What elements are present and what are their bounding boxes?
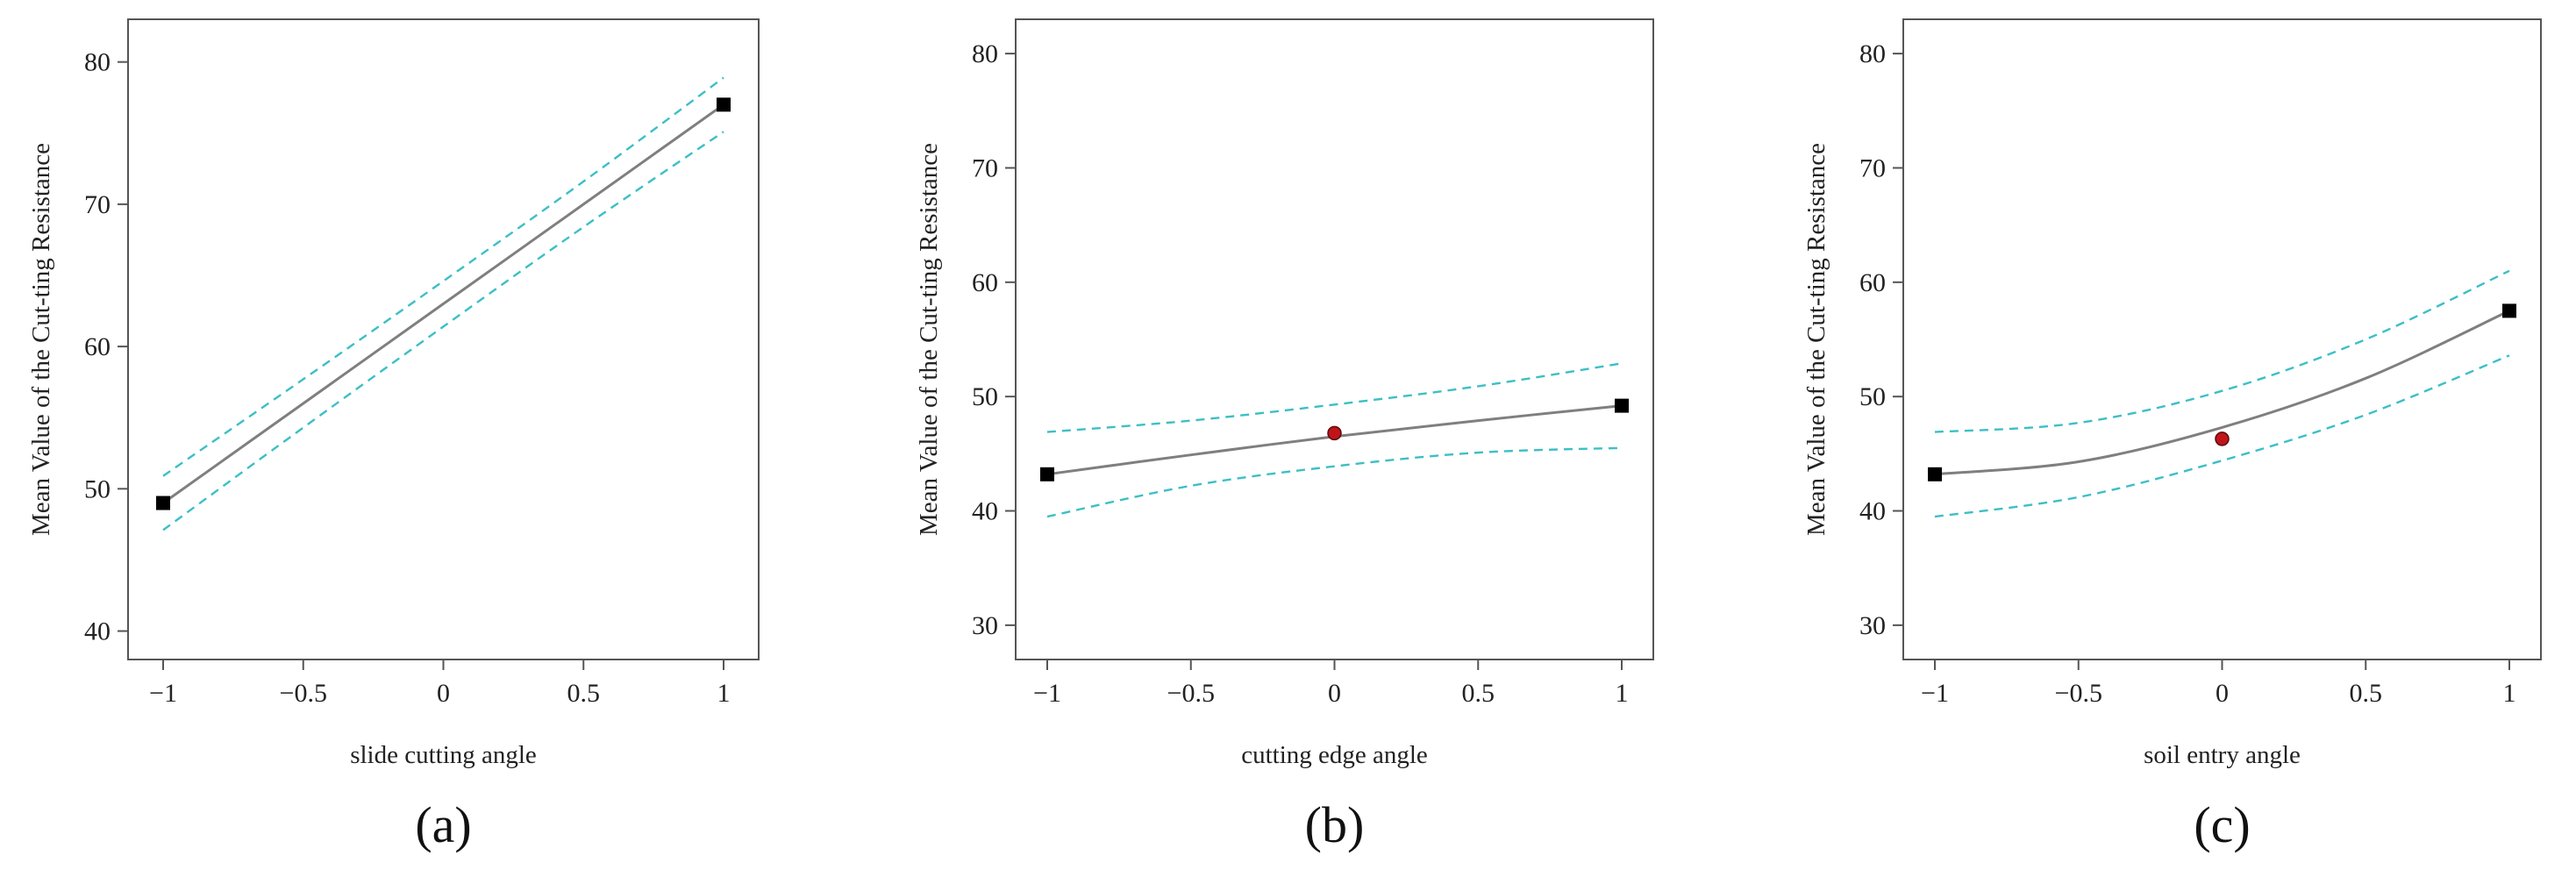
x-tick-label: 0.5: [2350, 679, 2383, 708]
plot-frame: [1015, 18, 1654, 660]
x-tick-label: −1: [1033, 679, 1061, 708]
y-tick-label: 50: [84, 474, 111, 503]
x-tick-label: 0.5: [567, 679, 601, 708]
y-tick-label: 70: [84, 190, 111, 219]
x-tick-label: 0.5: [1462, 679, 1495, 708]
y-tick-label: 50: [1859, 382, 1886, 411]
mean-prediction-line: [162, 103, 724, 504]
lower-confidence-line: [1934, 354, 2510, 518]
design-point-marker: [1040, 467, 1054, 481]
design-point-marker: [2502, 303, 2516, 318]
chart-panel-c: 30 40 50 60 70 80 −1 −0.5 0 0.5 1 soil entry angle M…: [1802, 18, 2542, 853]
x-tick-label: −1: [149, 679, 177, 708]
design-point-marker: [1615, 398, 1629, 413]
plot-frame: [127, 18, 760, 660]
x-tick-label: 0: [2216, 679, 2229, 708]
y-axis-label: Mean Value of the Cut-ting Resistance: [27, 143, 55, 536]
x-tick-label: −1: [1921, 679, 1949, 708]
upper-confidence-line: [1046, 362, 1623, 433]
panel-label-c: (c): [2194, 796, 2250, 853]
x-tick-label: 1: [717, 679, 731, 708]
y-tick-label: 60: [84, 332, 111, 361]
y-tick-label: 80: [1859, 39, 1886, 68]
y-tick-label: 60: [972, 268, 998, 297]
lower-confidence-line: [1046, 446, 1623, 518]
x-tick-label: 1: [1616, 679, 1629, 708]
design-point-marker: [156, 496, 170, 510]
y-tick-label: 60: [1859, 268, 1886, 297]
upper-confidence-line: [1934, 269, 2510, 433]
y-tick-label: 70: [972, 153, 998, 182]
y-tick-label: 40: [972, 497, 998, 526]
y-tick-label: 40: [84, 617, 111, 646]
x-axis-label: soil entry angle: [2144, 741, 2301, 769]
x-tick-label: 0: [437, 679, 450, 708]
center-point-marker: [2215, 431, 2230, 446]
y-tick-label: 30: [972, 611, 998, 640]
x-tick-label: 0: [1328, 679, 1341, 708]
lower-confidence-line: [162, 131, 724, 531]
y-axis-label: Mean Value of the Cut-ting Resistance: [1802, 143, 1830, 536]
chart-panel-b: 30 40 50 60 70 80 −1 −0.5 0 0.5 1 cutting edge angl…: [915, 18, 1654, 853]
x-tick-label: 1: [2503, 679, 2516, 708]
x-axis-label: cutting edge angle: [1241, 741, 1428, 769]
y-tick-label: 30: [1859, 611, 1886, 640]
x-axis-label: slide cutting angle: [350, 741, 537, 769]
mean-prediction-line: [1934, 310, 2510, 476]
panel-label-b: (b): [1305, 796, 1365, 853]
y-axis-label: Mean Value of the Cut-ting Resistance: [915, 143, 943, 536]
y-tick-label: 50: [972, 382, 998, 411]
panel-label-a: (a): [415, 796, 471, 853]
plot-frame: [1902, 18, 2542, 660]
design-point-marker: [717, 97, 731, 112]
x-tick-label: −0.5: [2055, 679, 2102, 708]
chart-panel-a: 40 50 60 70 80 −1 −0.5 0 0.5 1 slide cutting angle…: [27, 18, 760, 853]
design-point-marker: [1928, 467, 1942, 481]
y-tick-label: 80: [972, 39, 998, 68]
x-tick-label: −0.5: [1167, 679, 1215, 708]
upper-confidence-line: [162, 76, 724, 477]
x-tick-label: −0.5: [280, 679, 327, 708]
y-tick-label: 70: [1859, 153, 1886, 182]
y-tick-label: 40: [1859, 497, 1886, 526]
y-tick-label: 80: [84, 48, 111, 77]
center-point-marker: [1327, 425, 1342, 441]
